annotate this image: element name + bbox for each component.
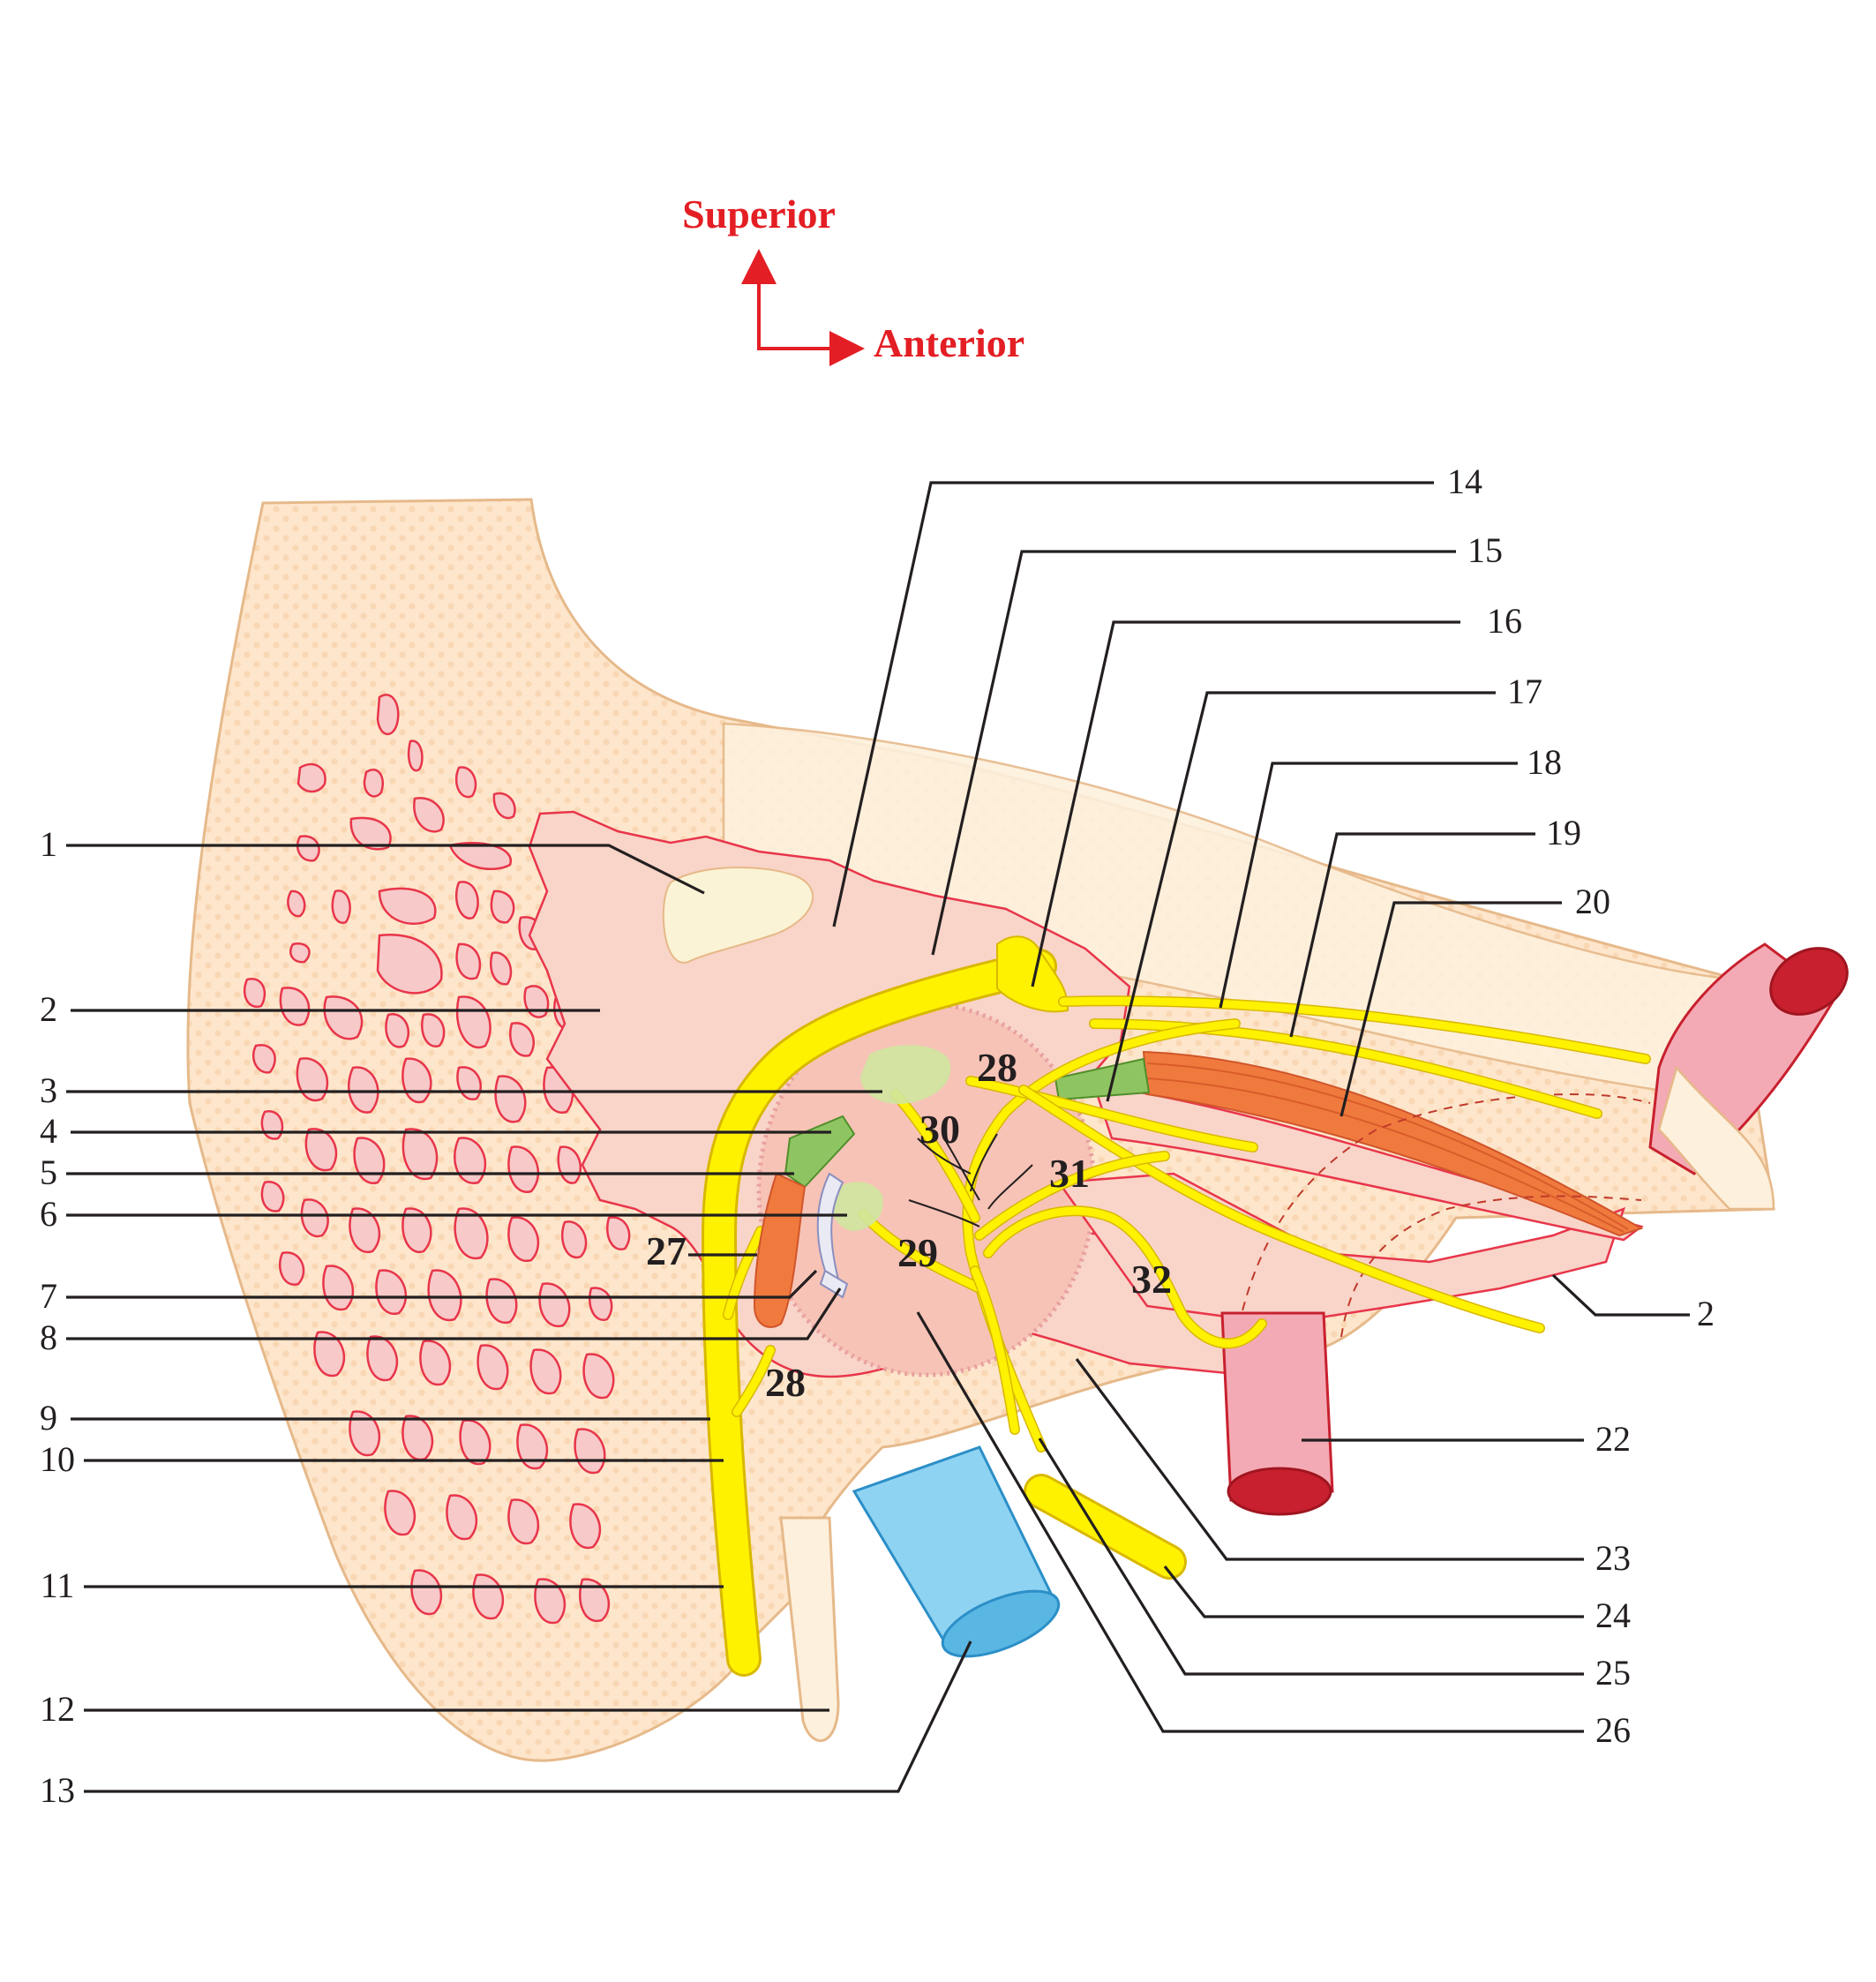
label-22: 22 (1595, 1419, 1631, 1459)
internal-carotid-artery-upper (1648, 942, 1849, 1211)
label-30: 30 (919, 1107, 960, 1152)
label-11: 11 (41, 1565, 75, 1605)
anterior-label: Anterior (874, 320, 1024, 365)
inner-labels: 27 28 28 29 30 31 32 (646, 1045, 1172, 1405)
label-26: 26 (1595, 1710, 1631, 1750)
label-20: 20 (1575, 882, 1610, 921)
label-28-upper: 28 (977, 1045, 1017, 1090)
orientation-indicator: Superior Anterior (682, 191, 1024, 366)
label-31: 31 (1049, 1151, 1090, 1196)
incus-body (831, 1182, 883, 1231)
malleus-head (860, 1045, 951, 1104)
label-32: 32 (1131, 1257, 1172, 1302)
label-13: 13 (40, 1770, 75, 1810)
tensor-tympani-region (1054, 1050, 1651, 1342)
label-2: 2 (40, 989, 57, 1029)
carotid-artery-lower (1220, 1311, 1334, 1516)
superior-label: Superior (682, 191, 836, 236)
label-25: 25 (1595, 1653, 1631, 1693)
label-8: 8 (40, 1318, 57, 1357)
styloid-process (779, 1516, 840, 1742)
tendon-green (1054, 1057, 1151, 1101)
jugular-vein (852, 1445, 1061, 1658)
leader-lines (66, 481, 1690, 1793)
facial-nerve (701, 935, 1651, 1677)
label-12: 12 (40, 1689, 75, 1729)
label-29: 29 (897, 1230, 938, 1275)
label-4: 4 (40, 1111, 57, 1151)
label-15: 15 (1467, 530, 1503, 570)
label-28-lower: 28 (765, 1360, 806, 1405)
label-19: 19 (1546, 813, 1581, 852)
label-6: 6 (40, 1194, 57, 1234)
tensor-tympani-muscle (1142, 1050, 1644, 1237)
label-7: 7 (40, 1276, 57, 1316)
stapedius-muscle (753, 1172, 807, 1328)
left-labels: 1 2 3 4 5 6 7 8 9 10 11 12 13 (40, 824, 75, 1810)
label-14: 14 (1447, 462, 1482, 501)
mandibular-nerve-stub (1024, 1474, 1187, 1580)
label-17: 17 (1507, 672, 1542, 711)
label-23: 23 (1595, 1538, 1631, 1578)
label-5: 5 (40, 1152, 57, 1192)
stapedius-tendon (784, 1115, 856, 1189)
mastoid-air-cells (243, 694, 645, 1625)
label-9: 9 (40, 1398, 57, 1438)
ossicles (753, 1045, 951, 1328)
label-3: 3 (40, 1070, 57, 1110)
label-10: 10 (40, 1439, 75, 1479)
label-1: 1 (40, 824, 57, 864)
label-18: 18 (1527, 742, 1562, 782)
label-2-right: 2 (1697, 1294, 1715, 1333)
label-24: 24 (1595, 1595, 1631, 1635)
label-16: 16 (1487, 601, 1522, 641)
right-labels: 14 15 16 17 18 19 20 2 22 23 24 25 26 (1447, 462, 1715, 1750)
label-27: 27 (646, 1228, 687, 1273)
